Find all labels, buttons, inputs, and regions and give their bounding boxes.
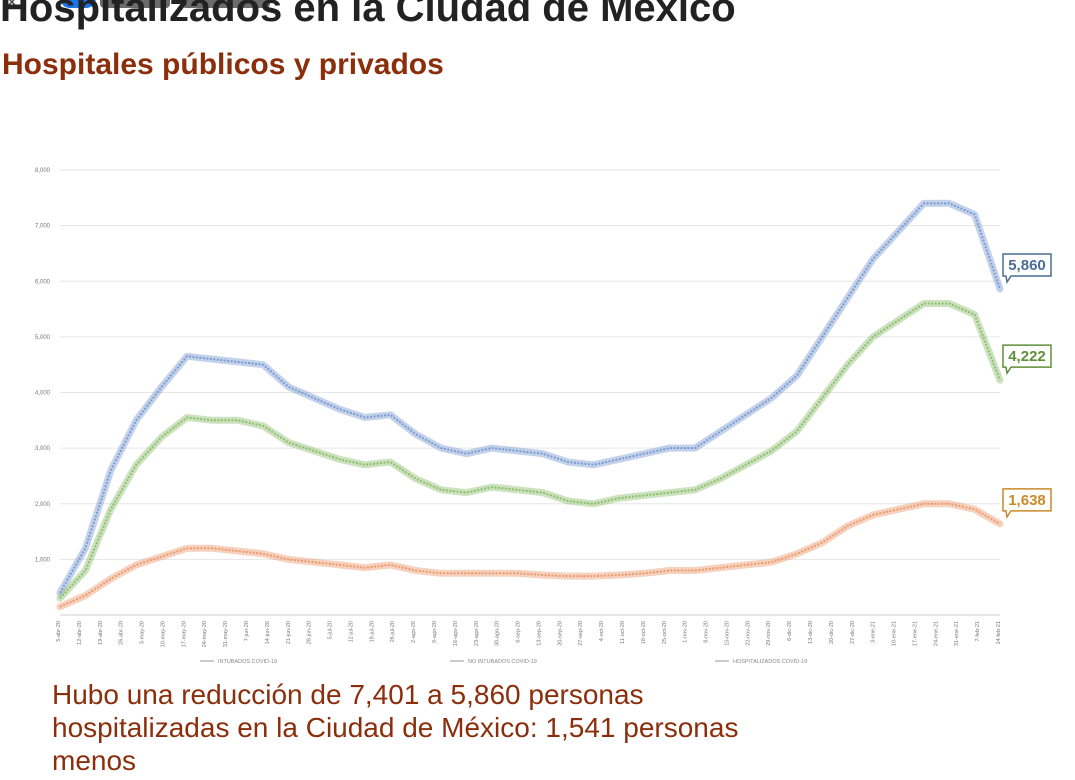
toolbar-pill[interactable] bbox=[100, 0, 170, 8]
toolbar-pill[interactable] bbox=[182, 0, 270, 8]
x-tick-label: 6-sep-20 bbox=[516, 621, 522, 643]
end-value-label: 4,222 bbox=[1008, 348, 1046, 365]
y-tick-label: 6,000 bbox=[35, 279, 51, 285]
x-tick-label: 18-oct-20 bbox=[641, 621, 647, 644]
x-tick-label: 15-nov-20 bbox=[724, 621, 730, 646]
y-tick-label: 4,000 bbox=[35, 391, 51, 397]
x-tick-label: 17-ene-21 bbox=[912, 621, 918, 646]
x-tick-label: 4-oct-20 bbox=[599, 621, 605, 641]
legend-item: NO INTUBADOS COVID-19 bbox=[450, 659, 537, 665]
y-tick-label: 2,000 bbox=[35, 502, 51, 508]
x-tick-label: 20-sep-20 bbox=[557, 621, 563, 646]
x-tick-label: 13-sep-20 bbox=[536, 621, 542, 646]
end-label-intubados: 1,638 bbox=[1002, 488, 1052, 519]
x-tick-label: 26-abr-20 bbox=[119, 621, 125, 645]
x-tick-label: 7-feb-21 bbox=[975, 621, 981, 642]
chart-legend: INTUBADOS COVID-19 NO INTUBADOS COVID-19 H… bbox=[200, 659, 807, 665]
x-tick-label: 30-ago-20 bbox=[495, 621, 501, 646]
end-label-no_intubados: 4,222 bbox=[1002, 344, 1052, 376]
x-tick-label: 7-jun-20 bbox=[244, 621, 250, 641]
x-tick-label: 6-dic-20 bbox=[787, 621, 793, 641]
x-tick-label: 31-ene-21 bbox=[954, 621, 960, 646]
x-tick-label: 24-ene-21 bbox=[933, 621, 939, 646]
x-tick-label: 11-oct-20 bbox=[620, 621, 626, 644]
y-tick-label: 3,000 bbox=[35, 446, 51, 452]
y-tick-label: 7,000 bbox=[35, 224, 51, 230]
x-tick-label: 14-feb-21 bbox=[996, 621, 1002, 645]
end-value-label: 5,860 bbox=[1008, 257, 1046, 274]
x-tick-label: 3-may-20 bbox=[140, 621, 146, 644]
close-icon[interactable]: ✕ bbox=[6, 0, 18, 10]
x-axis: 5-abr-20 12-abr-20 19-abr-20 26-abr-20 3-may… bbox=[56, 614, 1002, 647]
legend-item: INTUBADOS COVID-19 bbox=[200, 659, 277, 665]
x-tick-label: 2-ago-20 bbox=[411, 621, 417, 643]
x-tick-label: 16-ago-20 bbox=[453, 621, 459, 646]
end-value-label: 1,638 bbox=[1008, 492, 1046, 509]
x-tick-label: 19-jul-20 bbox=[369, 621, 375, 642]
page-subtitle: Hospitales públicos y privados bbox=[2, 48, 444, 81]
x-tick-label: 5-abr-20 bbox=[56, 621, 62, 642]
legend-label: NO INTUBADOS COVID-19 bbox=[468, 659, 537, 665]
y-axis: 1,000 2,000 3,000 4,000 5,000 6,000 7,000 8,000 bbox=[35, 168, 51, 563]
x-tick-label: 23-ago-20 bbox=[474, 621, 480, 646]
callout-box bbox=[1002, 253, 1052, 285]
end-label-hospitalizados: 5,860 bbox=[1002, 253, 1052, 285]
x-tick-label: 12-jul-20 bbox=[348, 621, 354, 642]
x-tick-label: 22-nov-20 bbox=[745, 621, 751, 646]
x-tick-label: 24-may-20 bbox=[202, 621, 208, 647]
x-tick-label: 10-ene-21 bbox=[892, 621, 898, 646]
end-value-labels: 5,860 4,222 1,638 bbox=[1002, 253, 1052, 519]
y-tick-label: 8,000 bbox=[35, 168, 51, 174]
legend-label: HOSPITALIZADOS COVID-19 bbox=[733, 659, 807, 665]
y-tick-label: 5,000 bbox=[35, 335, 51, 341]
x-tick-label: 9-ago-20 bbox=[432, 621, 438, 643]
series-line-no_intubados bbox=[59, 302, 1001, 599]
summary-caption: Hubo una reducción de 7,401 a 5,860 pers… bbox=[52, 679, 739, 776]
chart-series bbox=[56, 199, 1004, 611]
x-tick-label: 1-nov-20 bbox=[683, 621, 689, 643]
hospitalizations-line-chart: 1,000 2,000 3,000 4,000 5,000 6,000 7,000 8,000… bbox=[35, 168, 1052, 665]
series-band-intubados bbox=[56, 500, 1004, 611]
x-tick-label: 26-jul-20 bbox=[390, 621, 396, 642]
x-tick-label: 5-jul-20 bbox=[328, 621, 334, 639]
x-tick-label: 28-jun-20 bbox=[307, 621, 313, 644]
legend-item: HOSPITALIZADOS COVID-19 bbox=[715, 659, 807, 665]
series-line-hospitalizados bbox=[59, 202, 1001, 594]
legend-label: INTUBADOS COVID-19 bbox=[218, 659, 277, 665]
x-tick-label: 13-dic-20 bbox=[808, 621, 814, 644]
x-tick-label: 17-may-20 bbox=[181, 621, 187, 647]
x-tick-label: 10-may-20 bbox=[160, 621, 166, 647]
y-tick-label: 1,000 bbox=[35, 557, 51, 563]
x-tick-label: 20-dic-20 bbox=[829, 621, 835, 644]
x-tick-label: 8-nov-20 bbox=[704, 621, 710, 643]
x-tick-label: 27-dic-20 bbox=[850, 621, 856, 644]
series-band-hospitalizados bbox=[56, 199, 1004, 597]
x-tick-label: 31-may-20 bbox=[223, 621, 229, 647]
x-tick-label: 14-jun-20 bbox=[265, 621, 271, 644]
app-icon[interactable] bbox=[60, 0, 96, 8]
x-tick-label: 19-abr-20 bbox=[98, 621, 104, 645]
callout-box bbox=[1002, 344, 1052, 376]
page-title: Hospitalizados en la Ciudad de México bbox=[0, 0, 736, 30]
callout-box bbox=[1002, 488, 1052, 519]
chart-gridlines bbox=[60, 169, 1000, 560]
browser-top-bar: ✕ bbox=[0, 0, 280, 12]
x-tick-label: 29-nov-20 bbox=[766, 621, 772, 646]
x-tick-label: 21-jun-20 bbox=[286, 621, 292, 644]
x-tick-label: 12-abr-20 bbox=[77, 621, 83, 645]
x-tick-label: 27-sep-20 bbox=[578, 621, 584, 646]
x-tick-label: 25-oct-20 bbox=[662, 621, 668, 644]
x-tick-label: 3-ene-21 bbox=[871, 621, 877, 643]
